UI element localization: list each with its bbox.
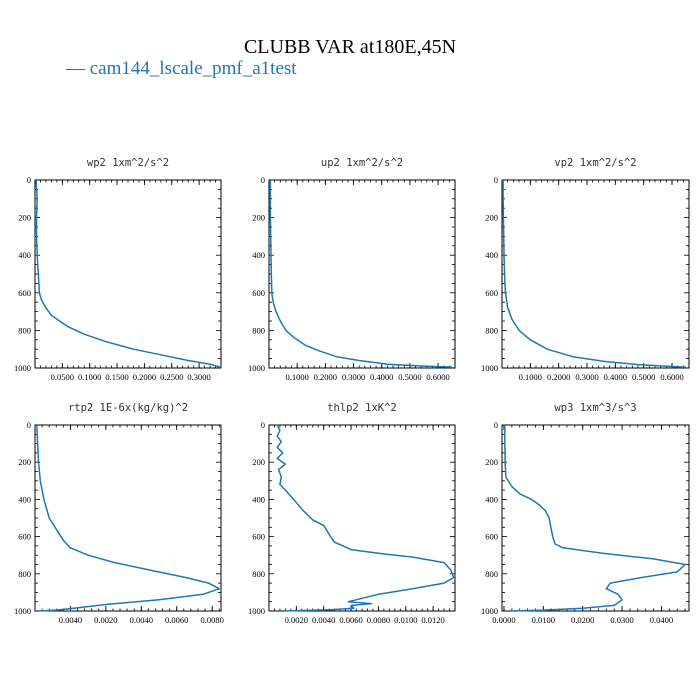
y-tick-label: 800 [18,325,31,335]
y-tick-label: 200 [252,213,265,223]
chart-panel-4: thlp2 1xK^2 0 200 400 600 800 1000 0.0020 0.0040… [248,402,456,625]
x-tick-label: 0.1000 [519,372,542,382]
x-tick-label: 0.2000 [133,372,156,382]
x-tick-label: 0.0080 [200,615,223,625]
y-tick-label: 800 [252,325,265,335]
y-tick-label: 1000 [248,606,265,616]
y-tick-label: 400 [18,250,31,260]
x-tick-label: 0.0000 [492,615,515,625]
x-tick-label: 0.4000 [370,372,393,382]
x-tick-label: 0.0020 [285,615,308,625]
x-tick-label: 0.3000 [187,372,210,382]
y-tick-label: 600 [18,288,31,298]
chart-panel-1: up2 1xm^2/s^2 0 200 400 600 800 1000 0.1000 0.20… [248,157,456,382]
y-tick-label: 400 [252,250,265,260]
y-tick-label: 0 [261,175,265,185]
y-tick-label: 600 [252,288,265,298]
y-tick-label: 0 [27,175,31,185]
panel-title-4: thlp2 1xK^2 [327,402,397,414]
x-tick-label: 0.5000 [632,372,655,382]
panel-title-3: rtp2 1E-6x(kg/kg)^2 [68,402,188,414]
y-tick-label: 400 [252,494,265,504]
y-tick-label: 1000 [248,363,265,373]
y-tick-label: 200 [485,213,498,223]
y-tick-label: 200 [18,457,31,467]
x-tick-label: 0.3000 [575,372,598,382]
panel-title-1: up2 1xm^2/s^2 [321,157,403,169]
series-line-2-0 [502,180,687,368]
y-tick-label: 200 [252,457,265,467]
y-tick-label: 400 [18,494,31,504]
x-tick-label: 0.6000 [426,372,449,382]
panel-frame-0 [34,179,222,369]
x-tick-label: 0.2000 [314,372,337,382]
panel-frame-5 [501,424,690,612]
legend-entry: — cam144_lscale_pmf_a1test [66,58,297,80]
series-line-3-0 [36,424,220,612]
x-tick-label: 0.2000 [547,372,570,382]
y-tick-label: 0 [27,420,31,430]
series-line-4-0 [276,424,455,612]
y-tick-label: 600 [18,532,31,542]
y-tick-label: 200 [485,457,498,467]
y-tick-label: 400 [485,494,498,504]
x-tick-label: 0.0040 [312,615,335,625]
y-tick-label: 600 [485,532,498,542]
x-tick-label: 0.2500 [160,372,183,382]
x-tick-label: 0.0020 [94,615,117,625]
chart-panel-0: wp2 1xm^2/s^2 0 200 400 600 800 1000 0.0500 0.10… [14,157,222,382]
panel-frame-3 [34,424,222,612]
x-tick-label: 0.0120 [421,615,444,625]
y-tick-label: 1000 [481,606,498,616]
panel-frame-4 [268,424,456,612]
y-tick-label: 0 [261,420,265,430]
y-tick-label: 1000 [14,606,31,616]
y-tick-label: 1000 [14,363,31,373]
x-tick-label: 0.0100 [532,615,555,625]
x-tick-label: 0.0060 [165,615,188,625]
x-tick-label: 0.0200 [571,615,594,625]
panel-title-0: wp2 1xm^2/s^2 [87,157,169,169]
x-tick-label: 0.0040 [59,615,82,625]
x-tick-label: 0.0400 [650,615,673,625]
legend-label-0: — cam144_lscale_pmf_a1test [66,58,297,79]
x-tick-label: 0.1000 [78,372,101,382]
x-tick-label: 0.5000 [398,372,421,382]
series-line-5-0 [504,425,686,612]
chart-panel-2: vp2 1xm^2/s^2 0 200 400 600 800 1000 0.1000 0.20… [481,157,690,382]
series-line-0-0 [35,179,221,368]
x-tick-label: 0.6000 [660,372,683,382]
y-tick-label: 0 [494,420,498,430]
y-tick-label: 0 [494,175,498,185]
chart-panel-3: rtp2 1E-6x(kg/kg)^2 0 200 400 600 800 1000 0.00… [14,402,224,625]
y-tick-label: 800 [18,569,31,579]
y-tick-label: 600 [485,288,498,298]
y-tick-label: 800 [252,569,265,579]
x-tick-label: 0.1000 [285,372,308,382]
y-tick-label: 1000 [481,363,498,373]
y-tick-label: 600 [252,532,265,542]
x-tick-label: 0.0080 [367,615,390,625]
x-tick-label: 0.1500 [105,372,128,382]
x-tick-label: 0.0300 [610,615,633,625]
x-tick-label: 0.4000 [604,372,627,382]
y-tick-label: 800 [485,569,498,579]
page-title: CLUBB VAR at180E,45N [243,36,457,58]
x-tick-label: 0.0040 [130,615,153,625]
panel-title-5: wp3 1xm^3/s^3 [554,402,636,414]
y-tick-label: 400 [485,250,498,260]
y-tick-label: 800 [485,325,498,335]
x-tick-label: 0.0060 [339,615,362,625]
x-tick-label: 0.0100 [394,615,417,625]
panel-title-2: vp2 1xm^2/s^2 [554,157,636,169]
series-line-1-0 [269,180,453,368]
x-tick-label: 0.0500 [51,372,74,382]
y-tick-label: 200 [18,213,31,223]
x-tick-label: 0.3000 [342,372,365,382]
